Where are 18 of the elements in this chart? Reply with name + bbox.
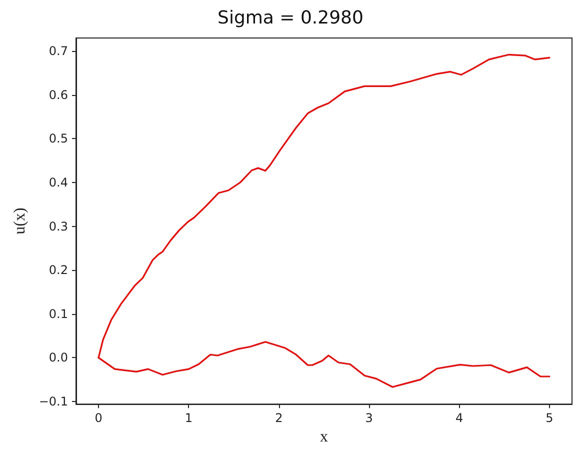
x-tick-label: 0 <box>94 411 102 426</box>
y-tick-label: 0.2 <box>48 263 68 278</box>
x-tick-label: 4 <box>455 411 464 426</box>
y-tick-label: 0.6 <box>48 88 68 102</box>
y-tick-label: 0.7 <box>48 44 68 58</box>
y-tick-label: −0.1 <box>38 394 68 408</box>
y-tick-label: 0.4 <box>48 176 68 190</box>
x-tick-label: 3 <box>365 411 373 426</box>
chart-title: Sigma = 0.2980 <box>218 8 364 28</box>
x-tick-label: 1 <box>184 411 193 426</box>
y-tick-label: 0.1 <box>48 306 68 321</box>
x-axis-title: x <box>320 428 328 446</box>
x-tick-label: 5 <box>546 411 554 426</box>
y-tick-label: 0.0 <box>48 350 68 365</box>
y-axis-title: u(x) <box>11 208 28 234</box>
y-tick-label: 0.5 <box>48 132 68 146</box>
y-tick-label: 0.3 <box>48 219 68 234</box>
x-tick-label: 2 <box>275 411 283 426</box>
